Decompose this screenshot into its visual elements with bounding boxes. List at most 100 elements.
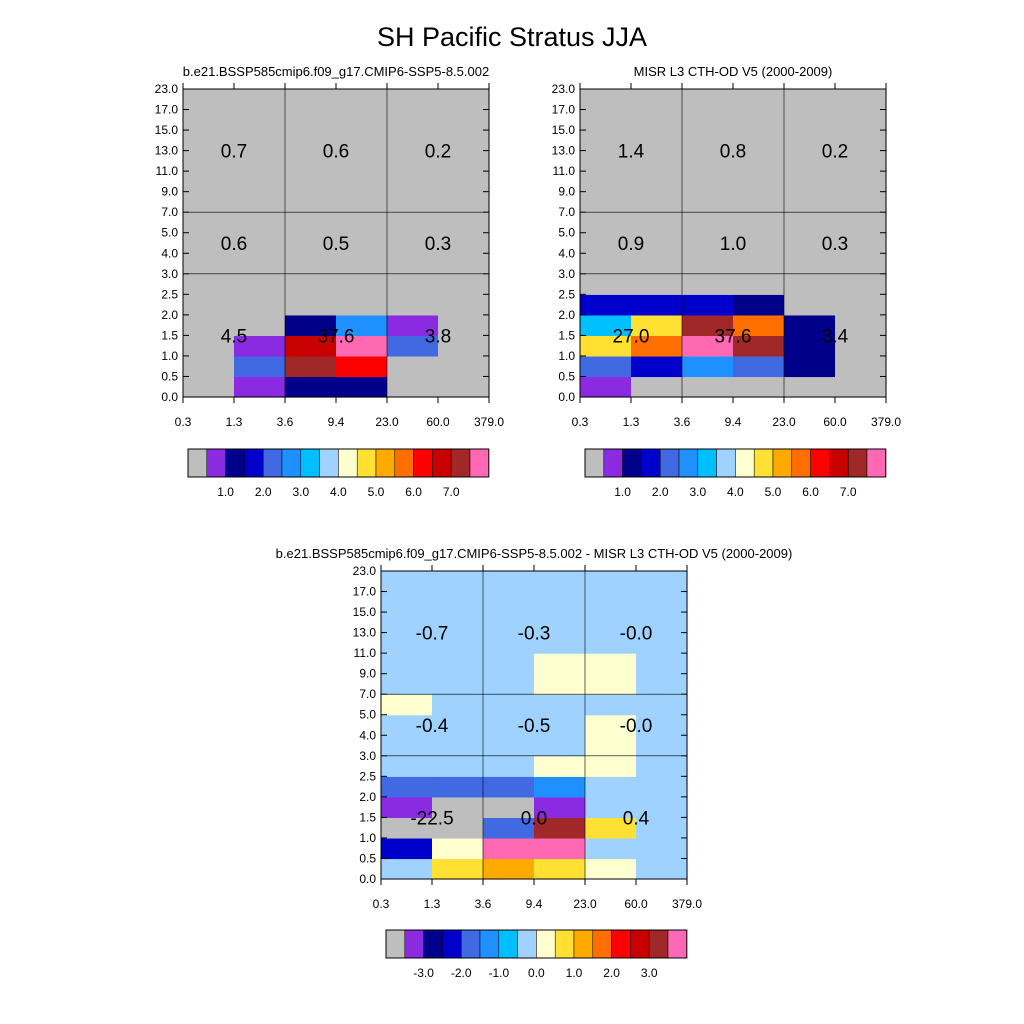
heatmap-cell — [483, 571, 535, 593]
colorbar-swatch — [300, 448, 320, 478]
heatmap-cell — [387, 212, 439, 234]
heatmap-cell — [784, 191, 836, 213]
y-tick-label: 4.0 — [161, 246, 178, 260]
y-tick-label: 2.5 — [558, 287, 575, 301]
heatmap-cell — [336, 253, 388, 275]
heatmap-cell — [183, 232, 235, 254]
y-tick-label: 7.0 — [558, 205, 575, 219]
heatmap-cell — [483, 817, 535, 839]
heatmap-cell — [733, 335, 785, 357]
heatmap-cell — [234, 212, 286, 234]
colorbar-swatch — [281, 448, 302, 478]
region-value-label: 0.6 — [323, 142, 349, 163]
y-tick-label: 1.5 — [161, 328, 178, 342]
heatmap-cell — [534, 571, 586, 593]
heatmap-cell — [631, 212, 683, 234]
heatmap-cell — [580, 335, 632, 357]
x-tick-label: 0.3 — [373, 897, 390, 911]
panel-title: MISR L3 CTH-OD V5 (2000-2009) — [634, 64, 833, 79]
y-tick-label: 9.0 — [359, 667, 376, 681]
heatmap-cell — [631, 150, 683, 172]
heatmap-cell — [835, 212, 887, 234]
heatmap-cell — [183, 273, 235, 295]
heatmap-cell — [631, 335, 683, 357]
heatmap-cell — [183, 253, 235, 275]
colorbar-swatch — [829, 448, 849, 478]
heatmap-cell — [432, 591, 484, 613]
heatmap-cell — [483, 858, 535, 880]
y-tick-label: 2.0 — [161, 308, 178, 322]
colorbar-label: 3.0 — [292, 485, 309, 499]
heatmap-cell — [438, 273, 490, 295]
heatmap-cell — [636, 632, 688, 654]
heatmap-cell — [285, 314, 337, 336]
colorbar-label: -3.0 — [413, 966, 434, 980]
y-tick-label: 5.0 — [558, 226, 575, 240]
region-value-label: 1.0 — [720, 234, 746, 255]
heatmap-cell — [784, 109, 836, 131]
heatmap-cell — [835, 171, 887, 193]
region-value-label: -0.4 — [416, 716, 449, 737]
heatmap-cell — [432, 653, 484, 675]
heatmap-cell — [387, 355, 439, 378]
heatmap-cell — [636, 735, 688, 757]
colorbar-label: 1.0 — [217, 485, 234, 499]
y-tick-label: 23.0 — [155, 82, 179, 96]
heatmap-cell — [682, 376, 734, 398]
y-tick-label: 4.0 — [558, 246, 575, 260]
heatmap-cell — [835, 130, 887, 152]
colorbar: 1.0 2.0 3.0 4.0 5.0 6.0 7.0 — [187, 448, 490, 499]
heatmap-cell — [585, 735, 637, 757]
heatmap-cell — [631, 294, 683, 316]
heatmap-cell — [483, 776, 535, 798]
heatmap-cell — [784, 335, 836, 357]
heatmap-cell — [580, 130, 632, 152]
heatmap-cell — [381, 714, 433, 736]
region-value-label: 37.6 — [715, 326, 752, 347]
colorbar-swatch — [460, 929, 481, 959]
region-value-label: 3.8 — [425, 326, 451, 347]
colorbar-label: -1.0 — [488, 966, 509, 980]
heatmap-cell — [381, 653, 433, 675]
heatmap-cell — [733, 294, 785, 316]
x-tick-label: 1.3 — [226, 415, 243, 429]
heatmap-cell — [784, 232, 836, 254]
y-tick-label: 11.0 — [553, 164, 576, 178]
colorbar-swatch — [394, 448, 414, 478]
heatmap-cell — [682, 253, 734, 275]
heatmap-cell — [432, 673, 484, 695]
heatmap-cell — [733, 376, 785, 398]
y-tick-label: 0.5 — [359, 851, 376, 865]
y-tick-label: 2.5 — [359, 769, 376, 783]
heatmap-cell — [387, 314, 439, 336]
heatmap-cell — [234, 273, 286, 295]
region-value-label: 0.3 — [822, 234, 848, 255]
heatmap-cell — [381, 612, 433, 634]
heatmap-cell — [733, 253, 785, 275]
heatmap-cell — [483, 632, 535, 654]
x-tick-label: 1.3 — [623, 415, 640, 429]
heatmap-cell — [183, 314, 235, 336]
heatmap-cell — [483, 796, 535, 818]
heatmap-cell — [580, 109, 632, 131]
heatmap-cell — [285, 171, 337, 193]
colorbar-swatch — [356, 448, 377, 478]
region-value-label: -0.5 — [518, 716, 551, 737]
colorbar-swatch — [641, 448, 661, 478]
colorbar-swatch — [244, 448, 264, 478]
heatmap-cell — [336, 335, 388, 357]
colorbar-swatch — [622, 448, 642, 478]
heatmap-cell — [438, 335, 490, 357]
heatmap-cell — [733, 355, 785, 378]
heatmap-cell — [835, 253, 887, 275]
colorbar-swatch — [479, 929, 500, 959]
heatmap-cell — [631, 253, 683, 275]
colorbar-swatch — [319, 448, 339, 478]
heatmap-cell — [285, 109, 337, 131]
colorbar-swatch — [584, 448, 605, 478]
heatmap-cell — [733, 171, 785, 193]
y-tick-label: 13.0 — [353, 626, 377, 640]
heatmap-cell — [682, 191, 734, 213]
region-value-label: 0.4 — [623, 808, 650, 829]
heatmap-cell — [580, 314, 632, 336]
